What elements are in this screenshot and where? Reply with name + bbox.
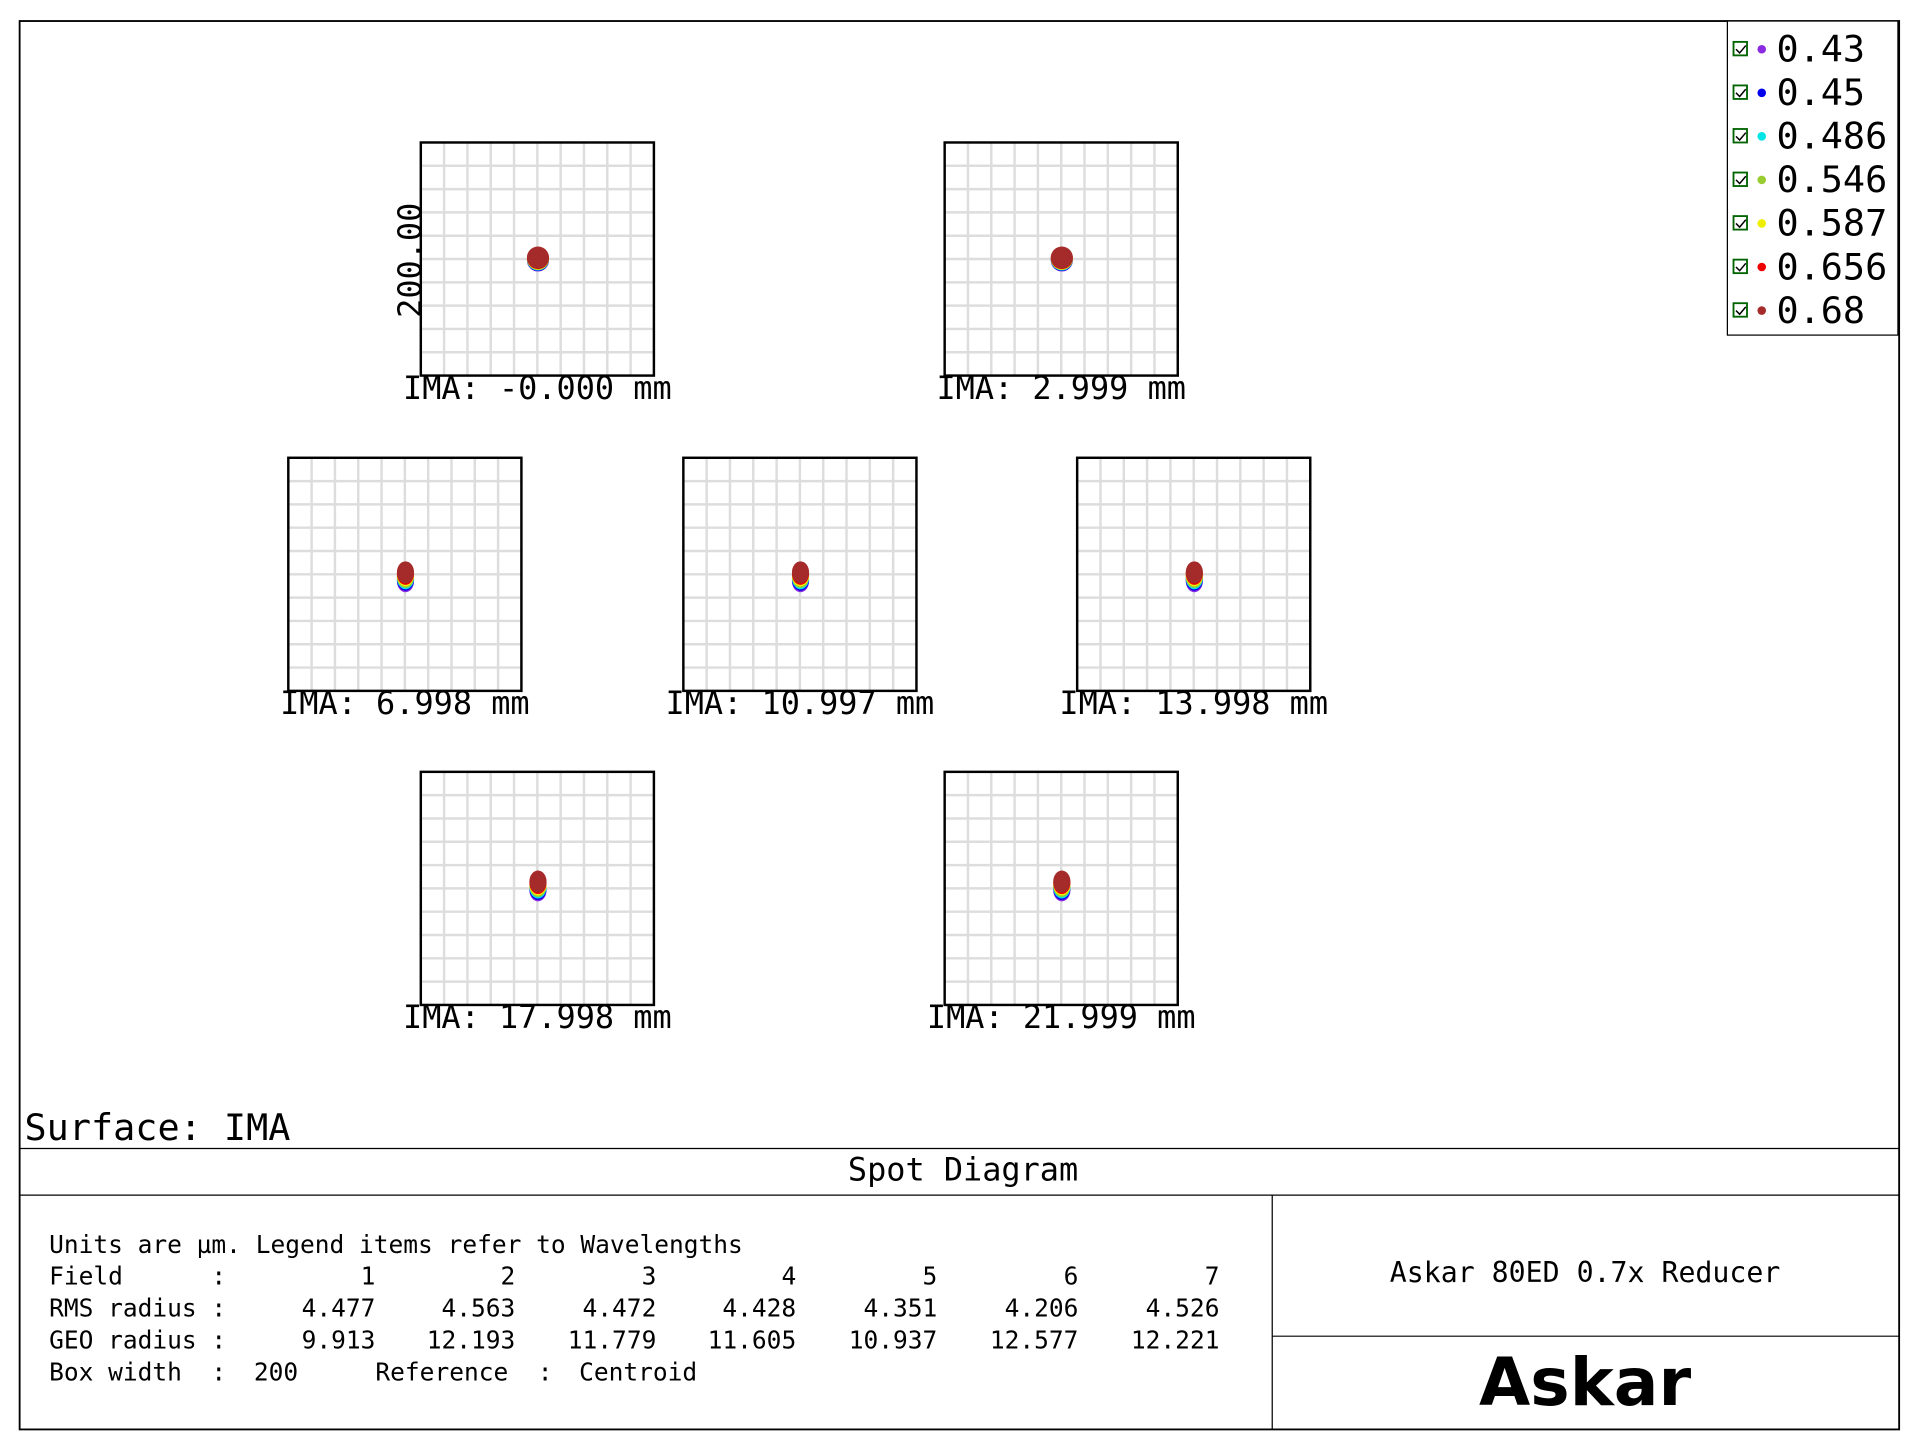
row-label: RMS radius : bbox=[49, 1294, 226, 1323]
table-value: 3 bbox=[642, 1262, 657, 1291]
legend-checkbox bbox=[1732, 215, 1748, 231]
table-value: 4.428 bbox=[722, 1294, 796, 1323]
table-value: 2 bbox=[501, 1262, 516, 1291]
table-value: 4.477 bbox=[302, 1294, 376, 1323]
legend-checkbox bbox=[1732, 128, 1748, 144]
spot bbox=[526, 246, 550, 269]
legend-box bbox=[1726, 20, 1899, 336]
table-value: 11.605 bbox=[708, 1325, 797, 1354]
table-value: 9.913 bbox=[302, 1325, 376, 1354]
spot bbox=[1185, 561, 1203, 584]
field-label: IMA: -0.000 mm bbox=[403, 369, 672, 407]
table-value: 4 bbox=[781, 1262, 796, 1291]
surface-label: Surface: IMA bbox=[25, 1106, 291, 1149]
table-value: 11.779 bbox=[568, 1325, 657, 1354]
row-label: Field : bbox=[49, 1262, 226, 1291]
spot-box bbox=[287, 456, 523, 693]
table-value: 4.206 bbox=[1005, 1294, 1079, 1323]
field-label: IMA: 2.999 mm bbox=[936, 369, 1185, 407]
legend-checkbox bbox=[1732, 258, 1748, 275]
table-value: 1 bbox=[361, 1262, 376, 1291]
table-value: 7 bbox=[1205, 1262, 1220, 1291]
units-note: Units are µm. Legend items refer to Wave… bbox=[49, 1230, 743, 1259]
legend-check bbox=[1735, 175, 1747, 185]
legend-checkbox bbox=[1732, 40, 1748, 57]
table-value: 4.563 bbox=[441, 1294, 515, 1323]
spot bbox=[1053, 870, 1071, 893]
field-label: IMA: 13.998 mm bbox=[1059, 684, 1328, 722]
spot-box bbox=[419, 770, 656, 1007]
frame bbox=[18, 20, 1901, 1431]
legend-label: 0.45 bbox=[1776, 71, 1865, 114]
spot bbox=[529, 870, 547, 893]
legend-label: 0.43 bbox=[1776, 28, 1865, 71]
legend-check bbox=[1735, 219, 1747, 229]
field-label: IMA: 10.997 mm bbox=[666, 684, 935, 722]
legend-marker bbox=[1757, 175, 1767, 185]
legend-marker bbox=[1757, 306, 1767, 315]
spot-box bbox=[943, 141, 1179, 377]
legend-marker bbox=[1757, 219, 1767, 228]
legend-marker bbox=[1757, 132, 1767, 141]
legend-marker bbox=[1757, 44, 1767, 54]
reference-label: Reference : bbox=[375, 1357, 552, 1386]
spot bbox=[1050, 246, 1073, 269]
spot bbox=[396, 561, 415, 584]
table-value: 10.937 bbox=[849, 1325, 938, 1354]
table-value: 4.526 bbox=[1146, 1294, 1220, 1323]
legend-label: 0.546 bbox=[1776, 158, 1887, 201]
scale-label: 200.00 bbox=[391, 203, 429, 318]
spot-box bbox=[419, 141, 656, 377]
table-value: 4.351 bbox=[863, 1294, 937, 1323]
spot-box bbox=[943, 770, 1179, 1007]
legend-check bbox=[1735, 262, 1747, 272]
legend-marker bbox=[1757, 88, 1767, 98]
logo: Askar bbox=[1479, 1344, 1691, 1421]
lens-name: Askar 80ED 0.7x Reducer bbox=[1390, 1256, 1781, 1289]
legend-check bbox=[1735, 132, 1747, 142]
legend-checkbox bbox=[1732, 171, 1748, 187]
row-label: GEO radius : bbox=[49, 1325, 226, 1354]
table-value: 4.472 bbox=[583, 1294, 657, 1323]
field-label: IMA: 21.999 mm bbox=[927, 998, 1196, 1036]
legend-check bbox=[1735, 306, 1747, 316]
field-label: IMA: 17.998 mm bbox=[403, 998, 672, 1036]
legend-marker bbox=[1757, 262, 1767, 272]
table-value: 5 bbox=[923, 1262, 938, 1291]
legend-check bbox=[1735, 88, 1747, 98]
box-width: 200 bbox=[254, 1357, 298, 1386]
legend-checkbox bbox=[1732, 302, 1748, 318]
legend-label: 0.656 bbox=[1776, 245, 1887, 288]
legend-check bbox=[1735, 45, 1747, 55]
legend-label: 0.68 bbox=[1776, 289, 1865, 332]
legend-checkbox bbox=[1732, 84, 1748, 100]
title: Spot Diagram bbox=[848, 1150, 1078, 1188]
table-value: 12.193 bbox=[427, 1325, 516, 1354]
spot-box bbox=[1075, 456, 1312, 693]
table-value: 12.577 bbox=[990, 1325, 1079, 1354]
legend-label: 0.587 bbox=[1776, 202, 1887, 245]
spot-box bbox=[682, 456, 918, 693]
spot bbox=[791, 561, 810, 584]
reference: Centroid bbox=[579, 1357, 697, 1386]
box-width-label: Box width : bbox=[49, 1357, 226, 1386]
table-value: 12.221 bbox=[1131, 1325, 1220, 1354]
legend-label: 0.486 bbox=[1776, 115, 1887, 158]
field-label: IMA: 6.998 mm bbox=[280, 684, 529, 722]
table-value: 6 bbox=[1064, 1262, 1079, 1291]
